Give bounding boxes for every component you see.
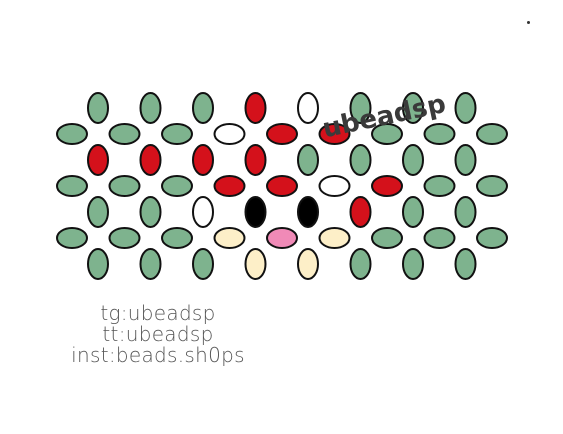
bead-vertical-white (297, 92, 319, 124)
stray-dot (527, 21, 530, 24)
bead-vertical-red (349, 196, 372, 228)
bead-horizontal-cream (318, 227, 351, 249)
bead-horizontal-green (161, 123, 193, 145)
bead-vertical-green (87, 196, 109, 228)
bead-vertical-green (349, 92, 372, 124)
bead-horizontal-green (423, 123, 456, 145)
bead-horizontal-green (476, 227, 508, 249)
bead-horizontal-green (56, 227, 88, 249)
bead-horizontal-green (108, 175, 141, 197)
bead-horizontal-green (371, 123, 403, 145)
bead-vertical-white (192, 196, 214, 228)
bead-vertical-cream (244, 248, 267, 280)
bead-vertical-green (192, 248, 214, 280)
bead-horizontal-red (371, 175, 403, 197)
bead-vertical-green (87, 248, 109, 280)
bead-vertical-cream (297, 248, 319, 280)
bead-vertical-green (139, 196, 162, 228)
bead-horizontal-white (213, 123, 246, 145)
bead-vertical-green (454, 196, 477, 228)
bead-vertical-green (139, 248, 162, 280)
bead-vertical-red (139, 144, 162, 176)
bead-horizontal-green (423, 227, 456, 249)
bead-vertical-green (349, 144, 372, 176)
bead-horizontal-red (213, 175, 246, 197)
bead-horizontal-pink (266, 227, 298, 249)
credit-telegram: tg:ubeadsp (100, 301, 216, 325)
credit-tiktok: tt:ubeadsp (102, 322, 214, 346)
bead-horizontal-green (56, 123, 88, 145)
bead-vertical-green (297, 144, 319, 176)
bead-vertical-red (192, 144, 214, 176)
credit-instagram: inst:beads.sh0ps (71, 343, 245, 367)
bead-horizontal-green (476, 175, 508, 197)
bead-vertical-green (402, 92, 424, 124)
bead-vertical-red (87, 144, 109, 176)
bead-horizontal-red (266, 123, 298, 145)
bead-horizontal-green (161, 175, 193, 197)
bead-vertical-green (454, 92, 477, 124)
bead-horizontal-green (56, 175, 88, 197)
bead-vertical-green (87, 92, 109, 124)
bead-horizontal-green (476, 123, 508, 145)
bead-vertical-black (297, 196, 319, 228)
bead-vertical-green (402, 196, 424, 228)
bead-horizontal-cream (213, 227, 246, 249)
bead-vertical-red (244, 144, 267, 176)
bead-vertical-green (454, 248, 477, 280)
bead-horizontal-green (161, 227, 193, 249)
bead-horizontal-red (266, 175, 298, 197)
bead-vertical-green (402, 144, 424, 176)
bead-vertical-green (402, 248, 424, 280)
bead-horizontal-green (423, 175, 456, 197)
bead-vertical-green (139, 92, 162, 124)
bead-vertical-green (349, 248, 372, 280)
credits-block: tg:ubeadsp tt:ubeadsp inst:beads.sh0ps (48, 303, 268, 366)
bead-horizontal-green (108, 227, 141, 249)
bead-horizontal-white (318, 175, 351, 197)
bead-horizontal-green (371, 227, 403, 249)
bead-vertical-red (244, 92, 267, 124)
bead-horizontal-green (108, 123, 141, 145)
bead-vertical-green (454, 144, 477, 176)
bead-horizontal-red (318, 123, 351, 145)
bead-vertical-green (192, 92, 214, 124)
bead-vertical-black (244, 196, 267, 228)
